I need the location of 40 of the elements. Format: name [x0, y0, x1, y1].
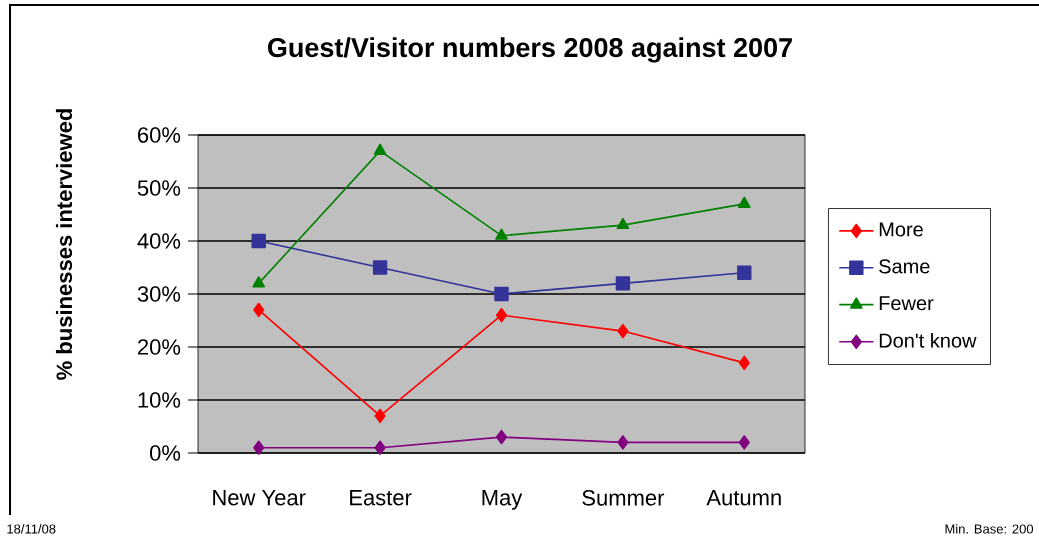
point — [251, 233, 266, 249]
y-tick-label: 50% — [137, 180, 181, 196]
point — [615, 276, 631, 291]
x-tick-label: Easter — [350, 490, 412, 506]
point — [737, 265, 752, 280]
point — [494, 286, 509, 302]
y-tick-label: 0% — [149, 445, 181, 461]
point — [617, 435, 629, 450]
legend-label: More — [879, 222, 923, 237]
y-tick-label: 30% — [137, 286, 181, 302]
point — [617, 323, 629, 339]
y-tick-label: 20% — [138, 339, 181, 355]
y-tick-label: 60% — [138, 127, 181, 143]
text: Min. Base: 200 — [945, 524, 1034, 534]
point — [737, 196, 751, 208]
point — [252, 276, 266, 288]
point — [374, 408, 386, 424]
chart-title: Guest/Visitor numbers 2008 against 2007 — [267, 37, 792, 63]
point — [738, 435, 750, 450]
point — [738, 355, 750, 371]
point — [253, 302, 265, 318]
point — [495, 228, 508, 240]
x-tick-label: New Year — [213, 490, 306, 506]
y-tick-label: 40% — [137, 233, 181, 249]
point — [253, 440, 265, 455]
y-axis-title: % businesses interviewed — [55, 109, 73, 380]
point — [495, 429, 508, 445]
y-tick-label: 10% — [138, 392, 181, 408]
x-tick-label: May — [482, 490, 523, 510]
x-tick-label: Autumn — [706, 490, 781, 506]
legend-label: Same — [879, 259, 930, 274]
point — [495, 307, 508, 323]
point — [373, 143, 387, 155]
point — [372, 260, 388, 275]
point — [616, 217, 630, 230]
legend-label: Fewer — [879, 296, 934, 311]
x-tick-label: Summer — [582, 490, 665, 506]
text: 18/11/08 — [7, 524, 56, 534]
point — [374, 440, 386, 455]
legend-label: Don't know — [879, 333, 977, 348]
